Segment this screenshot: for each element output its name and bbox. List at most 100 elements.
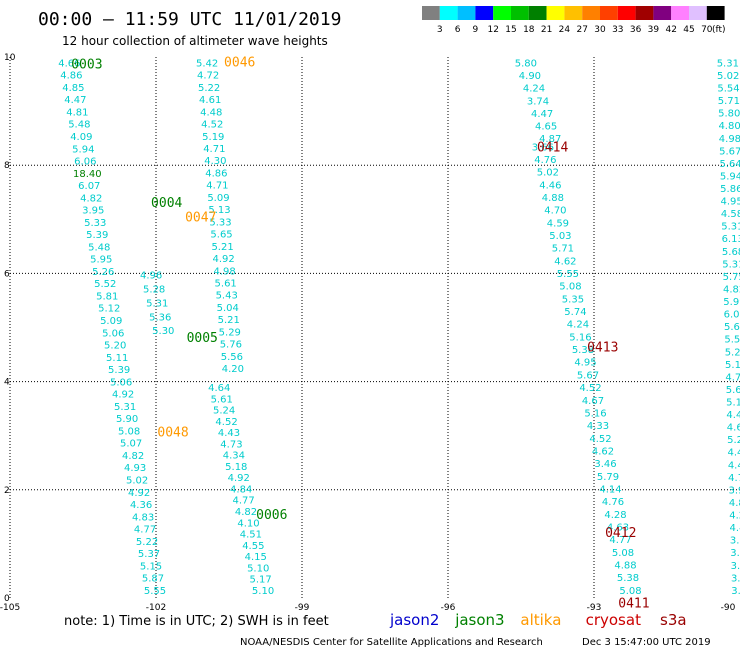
- y-tick-label: 0: [4, 594, 10, 604]
- swh-value-label: 5.13: [208, 205, 230, 216]
- swh-value-label: 4.88: [542, 193, 564, 204]
- swh-value-label: 5.36: [149, 312, 171, 323]
- swh-value-label: 4.43: [218, 428, 240, 439]
- color-scale-swatch: [475, 6, 494, 20]
- swh-value-label: 4.62: [592, 446, 614, 457]
- swh-value-label: 4.88: [614, 561, 636, 572]
- y-tick-label: 2: [4, 486, 10, 496]
- color-scale-unit: (ft): [712, 25, 726, 35]
- color-scale-tick: 3: [437, 25, 443, 35]
- pass-number-label: 0046: [224, 55, 255, 70]
- swh-value-label: 5.43: [216, 291, 238, 302]
- swh-value-label: 4.28: [604, 510, 626, 521]
- swh-value-label: 5.94: [72, 144, 94, 155]
- swh-value-label: 5.31: [721, 222, 740, 233]
- swh-value-label: 4.67: [582, 396, 604, 407]
- swh-value-label: 4.63: [607, 523, 629, 534]
- pass-number-label: 0411: [618, 596, 649, 611]
- footer-note: note: 1) Time is in UTC; 2) SWH is in fe…: [64, 614, 329, 629]
- y-tick-label: 4: [4, 378, 10, 388]
- swh-value-label: 4.92: [212, 254, 234, 265]
- pass-number-label: 0414: [537, 140, 568, 155]
- swh-value-label: 4.96: [140, 270, 162, 281]
- swh-value-label: 3.74: [527, 96, 549, 107]
- swh-value-label: 5.24: [727, 435, 740, 446]
- swh-value-label: 5.38: [572, 345, 594, 356]
- swh-value-label: 4.65: [535, 122, 557, 133]
- swh-value-label: 4.76: [534, 155, 556, 166]
- color-scale-tick: 9: [473, 25, 479, 35]
- x-tick-label: -93: [587, 603, 602, 613]
- swh-value-label: 4.70: [544, 206, 566, 217]
- y-tick-label: 8: [4, 161, 10, 171]
- x-tick-label: -99: [295, 603, 310, 613]
- color-scale-swatch: [546, 6, 565, 20]
- swh-value-label: 5.71: [718, 96, 740, 107]
- color-scale-swatch: [457, 6, 476, 20]
- swh-value-label: 4.46: [539, 180, 561, 191]
- swh-value-label: 5.08: [612, 548, 634, 559]
- swh-value-label: 5.55: [557, 269, 579, 280]
- swh-value-label: 5.09: [207, 193, 229, 204]
- swh-value-label: 5.99: [723, 297, 740, 308]
- swh-value-label: 5.54: [717, 84, 739, 95]
- swh-value-label: 5.15: [140, 561, 162, 572]
- color-scale-swatch: [422, 6, 440, 20]
- swh-value-label: 5.02: [537, 168, 559, 179]
- x-tick-label: -102: [146, 603, 166, 613]
- swh-value-label: 5.12: [98, 304, 120, 315]
- swh-value-label: 5.33: [209, 217, 231, 228]
- color-scale-swatch: [582, 6, 600, 20]
- swh-value-label: 5.31: [722, 259, 740, 270]
- pass-number-label: 0003: [71, 57, 102, 72]
- swh-value-label: 4.95: [721, 197, 740, 208]
- color-scale-swatch: [653, 6, 672, 20]
- swh-value-label: 5.56: [724, 335, 740, 346]
- legend-entry: jason2: [389, 611, 439, 629]
- swh-value-label: 3.97: [730, 536, 740, 547]
- swh-value-label: 4.58: [721, 209, 740, 220]
- swh-value-label: 5.39: [108, 365, 130, 376]
- pass-number-label: 0413: [587, 340, 618, 355]
- swh-value-label: 18.40: [73, 169, 102, 180]
- swh-value-label: 4.51: [240, 530, 262, 541]
- color-scale-tick: 21: [541, 25, 552, 35]
- swh-value-label: 5.04: [217, 303, 239, 314]
- swh-value-label: 6.04: [724, 310, 740, 321]
- swh-value-label: 4.64: [208, 383, 230, 394]
- color-scale-tick: 45: [683, 25, 694, 35]
- color-scale-tick: 42: [665, 25, 676, 35]
- color-scale-tick: 70: [701, 25, 713, 35]
- color-scale-swatch: [528, 6, 547, 20]
- swh-value-label: 4.82: [723, 284, 740, 295]
- swh-value-label: 5.67: [577, 370, 599, 381]
- swh-value-label: 5.28: [143, 284, 165, 295]
- swh-value-label: 5.80: [718, 109, 740, 120]
- swh-value-label: 3.95: [82, 206, 104, 217]
- swh-value-label: 4.92: [112, 390, 134, 401]
- color-scale-swatch: [439, 6, 458, 20]
- pass-number-label: 0005: [187, 331, 218, 346]
- swh-value-label: 5.18: [225, 462, 247, 473]
- x-tick-label: -96: [441, 603, 456, 613]
- swh-value-label: 5.24: [213, 406, 235, 417]
- swh-value-label: 4.77: [134, 525, 156, 536]
- y-tick-label: 6: [4, 269, 10, 279]
- color-scale-tick: 12: [487, 25, 498, 35]
- swh-value-label: 5.08: [559, 282, 581, 293]
- swh-value-label: 3.99: [729, 485, 740, 496]
- swh-value-label: 5.64: [719, 159, 740, 170]
- swh-value-label: 5.09: [100, 316, 122, 327]
- swh-value-label: 5.90: [116, 414, 138, 425]
- swh-value-label: 4.09: [70, 132, 92, 143]
- color-scale-swatch: [600, 6, 618, 20]
- swh-value-label: 4.86: [60, 71, 82, 82]
- swh-value-label: 5.31: [146, 298, 168, 309]
- swh-value-label: 5.03: [549, 231, 571, 242]
- swh-value-label: 5.67: [719, 146, 740, 157]
- swh-value-label: 4.77: [232, 496, 254, 507]
- swh-value-label: 5.63: [726, 385, 740, 396]
- swh-value-label: 5.81: [96, 291, 118, 302]
- swh-value-label: 4.66: [58, 58, 80, 69]
- color-scale-tick: 39: [648, 25, 660, 35]
